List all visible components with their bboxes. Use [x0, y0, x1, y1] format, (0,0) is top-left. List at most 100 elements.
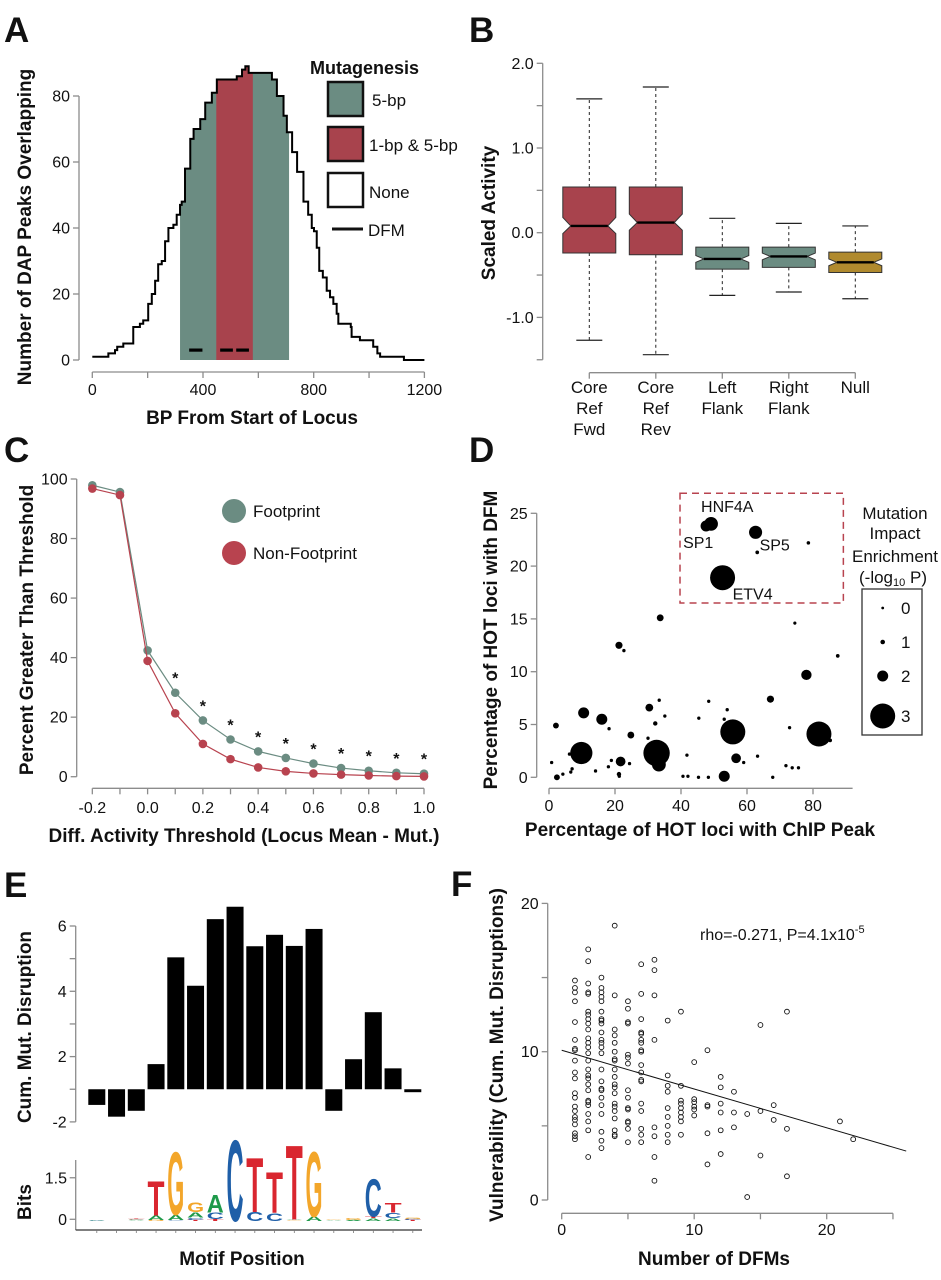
panel-c-plot: * * * * * * * * * * 0 20 40 60 80 100 -0.2 0.0 0.2 0.4 0.6 0.…: [41, 472, 435, 818]
bar: [246, 946, 264, 1090]
legend-title-line-4: (-log10 P): [859, 568, 927, 589]
panel-c-x-tick-label: 0.2: [192, 800, 214, 817]
correlation-annotation: rho=-0.271, P=4.1x10-5: [700, 924, 865, 944]
data-point: [718, 770, 730, 782]
data-point: [646, 736, 650, 740]
logo-letter-c: C: [128, 1219, 145, 1220]
data-point: [572, 1019, 578, 1025]
logo-letter-g: G: [345, 1217, 362, 1220]
data-point: [281, 753, 291, 763]
data-point: [625, 1094, 631, 1101]
data-point: [611, 1026, 618, 1033]
significance-asterisk: *: [227, 717, 234, 734]
logo-letter-g: G: [306, 1134, 323, 1237]
data-point: [664, 1131, 671, 1138]
panel-label-d: D: [469, 431, 494, 470]
legend-swatch-none: [326, 171, 365, 209]
data-point: [638, 1078, 645, 1085]
bar: [305, 928, 323, 1090]
point-label-sp1: SP1: [683, 535, 713, 552]
data-point: [801, 669, 812, 681]
legend-size-marker: [877, 670, 889, 682]
regression-line: [561, 1049, 907, 1152]
legend-title-log: (-log: [859, 568, 893, 587]
panel-a-y-tick-label: 0: [61, 353, 70, 370]
panel-c-x-tick-label: 0.8: [358, 800, 380, 817]
data-point: [744, 1111, 751, 1117]
data-point: [585, 1099, 592, 1105]
data-point: [585, 1026, 592, 1033]
legend-size-label: 2: [901, 667, 910, 686]
panel-f-x-axis-title: Number of DFMs: [638, 1249, 790, 1270]
x-category-label: Ref: [576, 399, 603, 418]
data-point: [572, 1121, 578, 1128]
data-point: [625, 1051, 631, 1058]
data-point: [651, 1133, 658, 1140]
panel-d-x-tick-label: 0: [545, 798, 554, 815]
data-point: [611, 922, 618, 929]
data-point: [598, 1017, 605, 1024]
bar: [226, 906, 244, 1090]
box-plot-core-ref-fwd: [562, 98, 617, 341]
data-point: [651, 967, 658, 973]
data-point: [664, 1088, 671, 1095]
data-point: [704, 1047, 711, 1054]
data-point: [606, 765, 611, 769]
significance-asterisk: *: [421, 752, 428, 769]
data-point: [611, 1032, 618, 1039]
panel-label-c: C: [4, 431, 29, 470]
data-point: [744, 1194, 751, 1200]
logo-letter-t: T: [286, 1125, 303, 1243]
significance-asterisk: *: [255, 729, 262, 746]
panel-d-legend: Mutation Impact Enrichment (-log10 P) 0 1…: [852, 504, 938, 736]
logo-letter-t: T: [385, 1200, 403, 1216]
data-point: [638, 1108, 645, 1114]
data-point: [770, 1102, 777, 1108]
bar: [206, 919, 224, 1090]
data-point: [681, 774, 685, 778]
data-point: [731, 753, 741, 764]
panel-f-y-tick-label: 20: [521, 896, 539, 913]
x-category-label: Flank: [768, 399, 810, 418]
data-point: [717, 1151, 724, 1157]
logo-letter-g: G: [148, 1220, 165, 1222]
data-point: [572, 1057, 578, 1064]
logo-letter-c: C: [187, 1217, 204, 1220]
panel-d-x-tick-label: 60: [738, 798, 756, 815]
panel-d-x-tick-label: 20: [606, 798, 624, 815]
data-point: [598, 1094, 605, 1101]
data-point: [685, 753, 689, 757]
data-point: [561, 772, 565, 776]
data-point: [691, 1103, 698, 1110]
logo-letter-t: T: [148, 1172, 165, 1226]
logo-letter-t: T: [207, 1219, 224, 1222]
logo-letter-a: A: [385, 1218, 402, 1222]
data-point: [796, 766, 801, 770]
data-point: [572, 1069, 578, 1076]
data-point: [697, 716, 701, 720]
data-point: [572, 1114, 578, 1120]
correlation-annotation-text: rho=-0.271, P=4.1x10: [700, 927, 855, 944]
data-point: [585, 980, 592, 987]
panel-d-x-tick-label: 40: [672, 798, 690, 815]
data-point: [651, 1177, 658, 1184]
panel-f-plot: 0 10 20 0 10 20: [521, 896, 907, 1239]
panel-label-f: F: [451, 865, 472, 904]
data-point: [722, 717, 726, 721]
logo-letter-t: T: [187, 1220, 204, 1222]
panel-a-x-axis-title: BP From Start of Locus: [146, 408, 358, 429]
data-point: [585, 1044, 592, 1051]
data-point: [598, 1050, 605, 1057]
significance-asterisk: *: [310, 742, 317, 759]
panel-c-y-tick-label: 40: [50, 650, 68, 667]
significance-asterisk: *: [393, 751, 400, 768]
data-point: [625, 1020, 631, 1027]
logo-letter-g: G: [187, 1200, 204, 1215]
x-category-label: Null: [841, 378, 870, 397]
data-point: [784, 764, 788, 768]
panel-f-y-tick-label: 0: [530, 1193, 539, 1210]
bar: [285, 945, 303, 1090]
legend-frame: [861, 588, 923, 736]
